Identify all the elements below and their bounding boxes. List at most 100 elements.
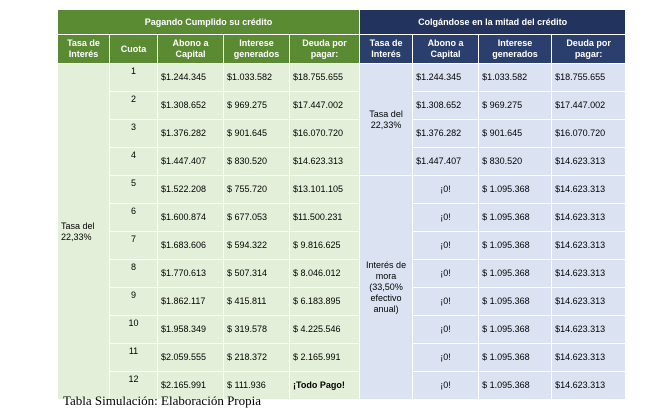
right-deuda-cell: $14.623.313 (551, 175, 627, 204)
right-deuda-cell: $16.070.720 (551, 119, 627, 148)
deuda-cell: $11.500.231 (288, 203, 361, 232)
deuda-cell: $ 9.816.625 (288, 231, 361, 260)
simulation-table: Pagando Cumplido su crédito Colgándose e… (56, 9, 627, 400)
right-interes-cell: $ 1.095.368 (478, 287, 553, 316)
col-header-deuda-right: Deuda por pagar: (551, 34, 627, 64)
interes-cell: $ 415.811 (223, 287, 290, 316)
deuda-cell: $14.623.313 (288, 147, 361, 176)
deuda-cell: $ 8.046.012 (288, 259, 361, 288)
right-interes-cell: $ 1.095.368 (478, 259, 553, 288)
abono-cell: $1.447.407 (157, 147, 224, 176)
right-interes-cell: $ 1.095.368 (478, 315, 553, 344)
right-interes-cell: $1.033.582 (478, 63, 553, 92)
table-row: 8 $1.770.613 $ 507.314 $ 8.046.012 ¡0! $… (58, 259, 627, 288)
col-header-deuda: Deuda por pagar: (288, 34, 361, 64)
cuota-cell: 9 (109, 287, 158, 316)
table-row: 4 $1.447.407 $ 830.520 $14.623.313 $1.44… (58, 147, 627, 176)
right-deuda-cell: $14.623.313 (551, 203, 627, 232)
interes-cell: $ 319.578 (223, 315, 290, 344)
cuota-cell: 8 (109, 259, 158, 288)
cuota-cell: 5 (109, 175, 158, 204)
table-row: 11 $2.059.555 $ 218.372 $ 2.165.991 ¡0! … (58, 343, 627, 372)
abono-cell: $1.862.117 (157, 287, 224, 316)
interes-cell: $ 755.720 (223, 175, 290, 204)
right-interes-cell: $ 1.095.368 (478, 231, 553, 260)
right-abono-cell: ¡0! (412, 259, 480, 288)
right-abono-cell: $1.244.345 (412, 63, 480, 92)
right-abono-cell: ¡0! (412, 231, 480, 260)
table-row: 3 $1.376.282 $ 901.645 $16.070.720 $1.37… (58, 119, 627, 148)
abono-cell: $1.308.652 (157, 91, 224, 120)
table-caption: Tabla Simulación: Elaboración Propia (63, 393, 262, 408)
deuda-cell: $16.070.720 (288, 119, 361, 148)
abono-cell: $1.600.874 (157, 203, 224, 232)
right-deuda-cell: $14.623.313 (551, 231, 627, 260)
col-header-abono-right: Abono a Capital (412, 34, 480, 64)
right-deuda-cell: $14.623.313 (551, 287, 627, 316)
right-interes-cell: $ 830.520 (478, 147, 553, 176)
right-deuda-cell: $14.623.313 (551, 343, 627, 372)
right-abono-cell: $1.447.407 (412, 147, 480, 176)
cuota-cell: 2 (109, 91, 158, 120)
abono-cell: $1.683.606 (157, 231, 224, 260)
table-row: 5 $1.522.208 $ 755.720 $13.101.105 Inter… (58, 175, 627, 400)
table-row: 9 $1.862.117 $ 415.811 $ 6.183.895 ¡0! $… (58, 287, 627, 316)
right-deuda-cell: $14.623.313 (551, 147, 627, 176)
right-interes-cell: $ 969.275 (478, 91, 553, 120)
interes-cell: $ 507.314 (223, 259, 290, 288)
deuda-cell: $ 2.165.991 (288, 343, 361, 372)
abono-cell: $1.770.613 (157, 259, 224, 288)
right-deuda-cell: $14.623.313 (551, 259, 627, 288)
right-deuda-cell: $14.623.313 (551, 371, 627, 400)
table-row: 6 $1.600.874 $ 677.053 $11.500.231 ¡0! $… (58, 203, 627, 232)
deuda-cell: $ 6.183.895 (288, 287, 361, 316)
interes-cell: $1.033.582 (223, 63, 290, 92)
right-abono-cell: $1.376.282 (412, 119, 480, 148)
right-abono-cell: ¡0! (412, 175, 480, 204)
right-interes-cell: $ 1.095.368 (478, 371, 553, 400)
deuda-cell: $18.755.655 (288, 63, 361, 92)
right-mora-cell: Interés de mora (33,50% efectivo anual) (359, 175, 414, 400)
right-interes-cell: $ 1.095.368 (478, 175, 553, 204)
right-deuda-cell: $18.755.655 (551, 63, 627, 92)
interes-cell: $ 677.053 (223, 203, 290, 232)
abono-cell: $1.522.208 (157, 175, 224, 204)
interes-cell: $ 901.645 (223, 119, 290, 148)
abono-cell: $1.376.282 (157, 119, 224, 148)
right-interes-cell: $ 901.645 (478, 119, 553, 148)
col-header-tasa-right: Tasa de Interés (359, 34, 414, 64)
cuota-cell: 1 (109, 63, 158, 92)
deuda-cell-paid: ¡Todo Pago! (288, 371, 361, 400)
interes-cell: $ 830.520 (223, 147, 290, 176)
right-abono-cell: ¡0! (412, 315, 480, 344)
cuota-cell: 6 (109, 203, 158, 232)
cuota-cell: 3 (109, 119, 158, 148)
interes-cell: $ 218.372 (223, 343, 290, 372)
interes-cell: $ 969.275 (223, 91, 290, 120)
col-header-interese-right: Interese generados (478, 34, 553, 64)
table-row: Tasa del 22,33% 1 $1.244.345 $1.033.582 … (57, 63, 627, 400)
left-group-title: Pagando Cumplido su crédito (56, 9, 361, 35)
table-row: 10 $1.958.349 $ 319.578 $ 4.225.546 ¡0! … (58, 315, 627, 344)
right-deuda-cell: $14.623.313 (551, 315, 627, 344)
abono-cell: $1.244.345 (157, 63, 224, 92)
cuota-cell: 4 (109, 147, 158, 176)
right-abono-cell: ¡0! (412, 371, 480, 400)
col-header-tasa: Tasa de Interés (57, 34, 110, 64)
cuota-cell: 12 (109, 371, 158, 400)
cuota-cell: 7 (109, 231, 158, 260)
col-header-abono: Abono a Capital (157, 34, 224, 64)
interes-cell: $ 594.322 (223, 231, 290, 260)
right-rate-cell: Tasa del 22,33% (359, 63, 414, 176)
right-abono-cell: ¡0! (412, 287, 480, 316)
abono-cell: $2.059.555 (157, 343, 224, 372)
right-interes-cell: $ 1.095.368 (478, 343, 553, 372)
table-row: 7 $1.683.606 $ 594.322 $ 9.816.625 ¡0! $… (58, 231, 627, 260)
right-abono-cell: ¡0! (412, 343, 480, 372)
deuda-cell: $13.101.105 (288, 175, 361, 204)
deuda-cell: $ 4.225.546 (288, 315, 361, 344)
right-deuda-cell: $17.447.002 (551, 91, 627, 120)
right-group-title: Colgándose en la mitad del crédito (359, 9, 627, 35)
right-abono-cell: $1.308.652 (412, 91, 480, 120)
interes-cell: $ 111.936 (223, 371, 290, 400)
